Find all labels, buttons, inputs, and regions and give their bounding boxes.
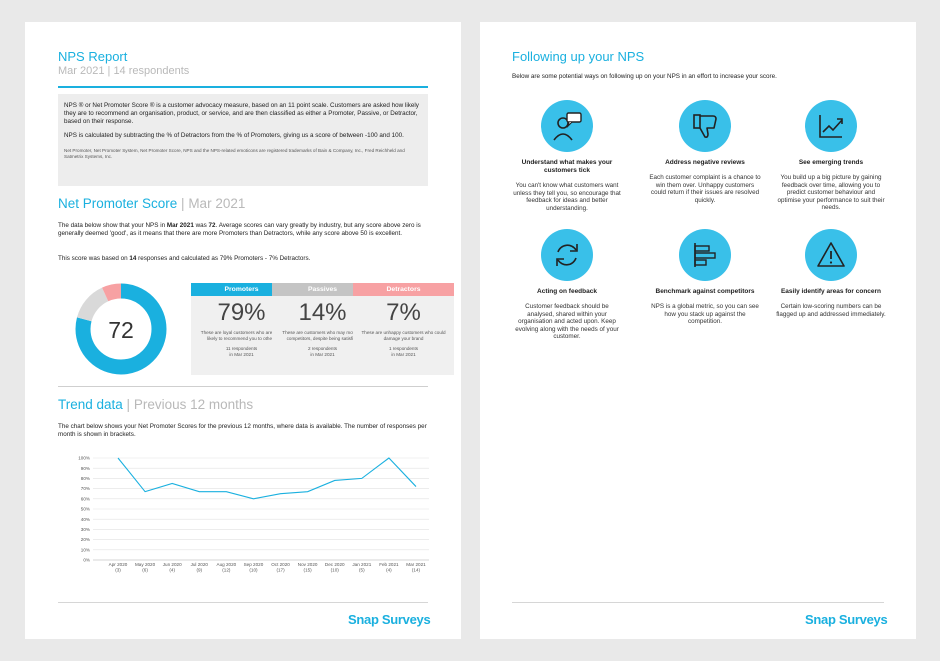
promoters-description: These are loyal customers who are very l… [200, 330, 283, 341]
x-tick-label: Jul 2020 [191, 562, 209, 567]
nps-score-value: 72 [108, 317, 134, 343]
x-tick-count: (17) [276, 568, 285, 573]
detractors-respondents: 1 respondents in Mar 2021 [388, 346, 419, 357]
x-tick-label: Feb 2021 [379, 562, 399, 567]
report-page-right: Following up your NPS Below are some pot… [480, 22, 916, 639]
x-tick-count: (6) [142, 568, 148, 573]
x-tick-count: (10) [249, 568, 258, 573]
x-tick-count: (12) [222, 568, 231, 573]
intro-calculation: NPS is calculated by subtracting the % o… [64, 132, 404, 139]
item-title: See emerging trends [798, 159, 864, 166]
item-title: Address negative reviews [665, 159, 745, 166]
y-tick-label: 50% [81, 507, 90, 512]
x-tick-label: May 2020 [135, 562, 156, 567]
detractors-card: Detractors 7% These are unhappy customer… [353, 283, 454, 375]
promoters-respondents: 11 respondents in Mar 2021 [225, 346, 258, 357]
x-tick-label: Dec 2020 [325, 562, 345, 567]
followup-item: Benchmark against competitors NPS is a g… [649, 229, 761, 326]
trend-up-icon [805, 100, 857, 152]
donut-segments [75, 283, 167, 375]
x-tick-label: Sep 2020 [244, 562, 264, 567]
y-tick-label: 20% [81, 537, 90, 542]
followup-intro: Below are some potential ways on followi… [512, 73, 777, 80]
followup-item: Easily identify areas for concern Certai… [775, 229, 887, 318]
trend-heading: Trend data | Previous 12 months [58, 397, 254, 412]
x-tick-label: Oct 2020 [271, 562, 290, 567]
trademark-note: Net Promoter, Net Promoter System, Net P… [64, 148, 405, 159]
x-tick-count: (14) [412, 568, 421, 573]
followup-item: Address negative reviews Each customer c… [649, 100, 761, 204]
detractors-label: Detractors [353, 283, 454, 296]
nps-donut-chart: 72 [75, 283, 167, 375]
nps-explanation: The data below show that your NPS in Mar… [58, 222, 421, 237]
y-tick-label: 60% [81, 496, 90, 501]
report-page-left: NPS Report Mar 2021 | 14 respondents NPS… [25, 22, 461, 639]
item-body: You can't know what customers want unles… [513, 182, 621, 212]
passives-label: Passives [272, 283, 373, 296]
item-title: Benchmark against competitors [655, 288, 755, 295]
item-title: Easily identify areas for concern [780, 288, 882, 295]
report-title: NPS Report [58, 49, 128, 64]
x-tick-count: (9) [196, 568, 202, 573]
thumbs-down-icon [679, 100, 731, 152]
refresh-icon [541, 229, 593, 281]
detractors-percent: 7% [386, 299, 421, 326]
snap-surveys-logo: Snap Surveys [805, 612, 888, 627]
speech-person-icon [541, 100, 593, 152]
nps-trend-line [117, 457, 417, 500]
x-tick-label: Aug 2020 [217, 562, 237, 567]
y-tick-label: 80% [81, 476, 90, 481]
report-subtitle: Mar 2021 | 14 respondents [58, 65, 190, 77]
x-tick-count: (5) [359, 568, 365, 573]
y-tick-label: 100% [78, 456, 90, 461]
x-tick-count: (3) [115, 568, 121, 573]
x-tick-label: Nov 2020 [298, 562, 318, 567]
y-tick-label: 30% [81, 527, 90, 532]
item-body: Customer feedback should be analysed, sh… [515, 303, 619, 341]
item-body: Each customer complaint is a chance to w… [649, 174, 761, 204]
trend-line-chart: 0% 10% 20% 30% 40% 50% 60% 70% 80% 90% 100% Apr 202… [78, 456, 429, 573]
item-title: Understand what makes your customers tic… [521, 159, 613, 174]
passives-respondents: 2 respondents in Mar 2021 [307, 346, 338, 357]
intro-paragraph: NPS ® or Net Promoter Score ® is a custo… [64, 102, 419, 125]
x-tick-label: Jun 2020 [163, 562, 182, 567]
intro-box: NPS ® or Net Promoter Score ® is a custo… [58, 94, 428, 186]
nps-heading: Net Promoter Score | Mar 2021 [58, 196, 246, 211]
y-tick-label: 70% [81, 486, 90, 491]
x-tick-label: Apr 2020 [109, 562, 128, 567]
x-tick-label: Jan 2021 [352, 562, 371, 567]
x-tick-count: (15) [304, 568, 313, 573]
snap-surveys-logo: Snap Surveys [348, 612, 431, 627]
footer-rule [512, 602, 884, 603]
item-body: You build up a big picture by gaining fe… [777, 174, 885, 212]
item-body: Certain low-scoring numbers can be flagg… [776, 303, 886, 318]
followup-item: Acting on feedback Customer feedback sho… [511, 229, 623, 341]
detractors-description: These are unhappy customers who could da… [361, 330, 446, 341]
passives-percent: 14% [298, 299, 347, 326]
x-tick-label: Mar 2021 [406, 562, 426, 567]
y-tick-label: 40% [81, 517, 90, 522]
donut-slice-detractors [75, 283, 167, 375]
y-tick-label: 90% [81, 466, 90, 471]
x-tick-count: (4) [169, 568, 175, 573]
x-tick-count: (10) [331, 568, 340, 573]
nps-calculation: This score was based on 14 responses and… [58, 255, 311, 262]
trend-explanation: The chart below shows your Net Promoter … [58, 423, 427, 438]
bar-chart-icon [679, 229, 731, 281]
promoters-percent: 79% [217, 299, 266, 326]
followup-item: Understand what makes your customers tic… [511, 100, 623, 212]
passives-description: These are customers who may move to comp… [282, 330, 363, 341]
x-tick-count: (4) [386, 568, 392, 573]
followup-title: Following up your NPS [512, 49, 645, 64]
warning-icon [805, 229, 857, 281]
followup-item: See emerging trends You build up a big p… [775, 100, 887, 212]
item-title: Acting on feedback [537, 288, 597, 295]
footer-rule [58, 602, 428, 603]
section-divider [58, 386, 428, 387]
item-body: NPS is a global metric, so you can see h… [651, 303, 759, 326]
promoters-label: Promoters [191, 283, 292, 296]
y-tick-label: 0% [83, 558, 90, 563]
title-rule [58, 86, 428, 88]
y-tick-label: 10% [81, 547, 90, 552]
